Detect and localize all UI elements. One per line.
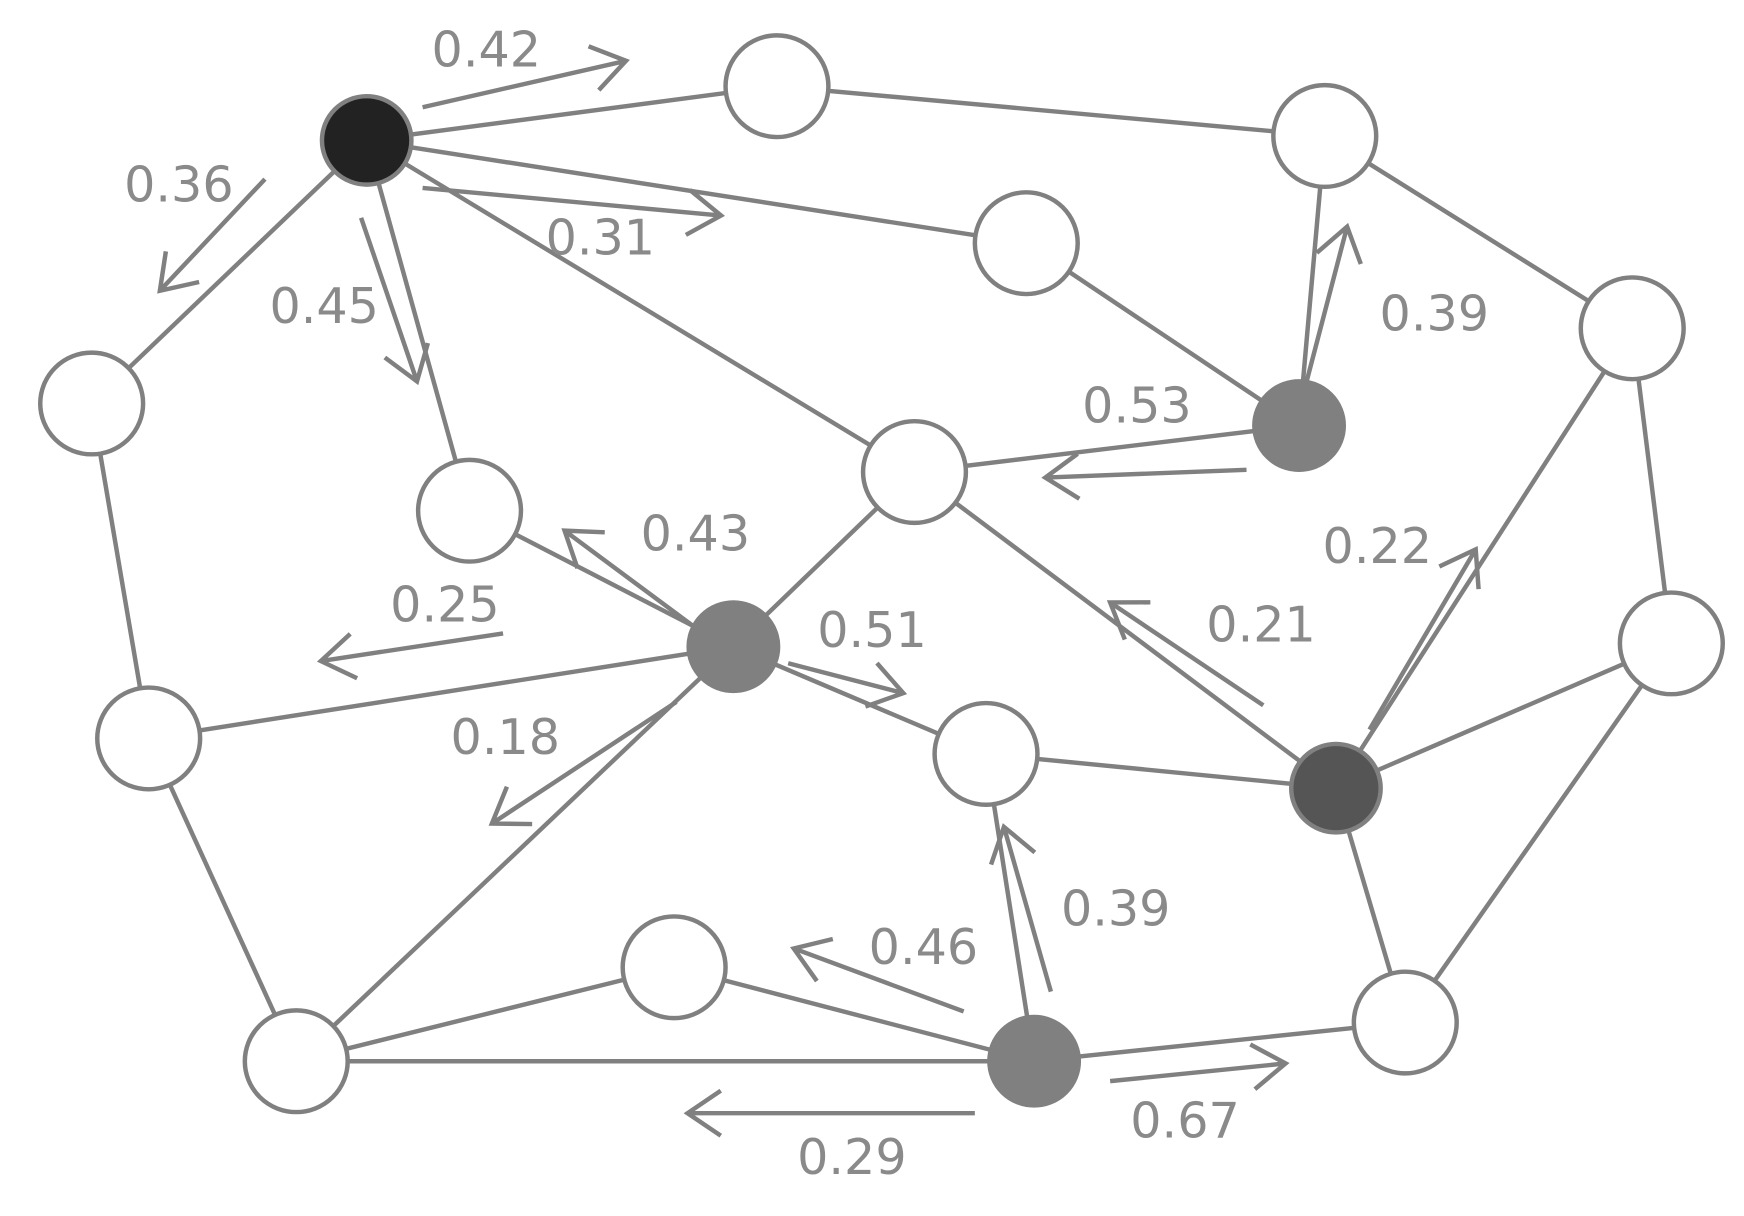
node <box>987 1014 1082 1108</box>
edge <box>1403 642 1674 1024</box>
node <box>1617 590 1725 697</box>
edge-weight: 0.51 <box>817 602 927 659</box>
edge-weight: 0.22 <box>1323 518 1433 575</box>
edge-weight: 0.18 <box>451 709 561 766</box>
arrow <box>157 177 267 294</box>
edge <box>1335 641 1673 791</box>
edge-weight: 0.39 <box>1061 881 1171 938</box>
arrow <box>1109 1042 1290 1091</box>
arrow <box>316 631 504 681</box>
edge <box>295 965 675 1064</box>
edge <box>1033 1020 1406 1064</box>
edge-weight: 0.39 <box>1380 286 1490 343</box>
edge <box>1334 327 1635 790</box>
arrow <box>988 823 1054 993</box>
edge <box>985 751 1337 791</box>
edge <box>294 645 735 1063</box>
edge-weight: 0.46 <box>869 919 979 976</box>
node <box>1252 379 1347 473</box>
edge <box>148 644 734 741</box>
node <box>1288 741 1383 835</box>
edge <box>365 138 916 474</box>
arrow <box>790 936 965 1014</box>
edge-weight: 0.42 <box>432 22 542 79</box>
node <box>415 457 524 564</box>
arrow <box>1041 452 1247 501</box>
arrow <box>1106 600 1265 708</box>
node <box>1578 275 1686 382</box>
arrow <box>787 661 908 709</box>
edge-weight: 0.25 <box>390 577 500 634</box>
edge <box>673 965 1035 1064</box>
arrow <box>422 44 630 110</box>
edge <box>364 139 472 512</box>
arrow <box>1367 546 1481 731</box>
node <box>686 600 781 694</box>
edge-weight: 0.45 <box>269 278 379 335</box>
node <box>860 418 969 526</box>
node <box>723 33 831 140</box>
edge-weight: 0.43 <box>641 506 751 563</box>
edge <box>146 737 299 1063</box>
node <box>1351 969 1459 1076</box>
edge <box>914 423 1300 475</box>
edge-weight: 0.31 <box>546 210 656 267</box>
edge <box>1323 134 1634 331</box>
edge-weight: 0.53 <box>1082 378 1192 435</box>
arrow <box>422 185 726 237</box>
edge <box>913 470 1338 790</box>
arrow <box>358 217 431 386</box>
node <box>620 914 728 1021</box>
node <box>38 350 146 457</box>
edge <box>776 84 1325 139</box>
edge <box>89 403 151 739</box>
node <box>1271 82 1379 190</box>
edge <box>1025 241 1301 428</box>
arrow <box>561 528 701 632</box>
node <box>972 190 1080 297</box>
edge <box>366 84 778 143</box>
edge-weight: 0.29 <box>797 1129 907 1186</box>
arrow <box>488 700 678 827</box>
arrow <box>1303 222 1363 386</box>
node <box>95 685 203 792</box>
node <box>932 700 1040 807</box>
edge-weight: 0.67 <box>1130 1093 1240 1150</box>
edge <box>366 138 1027 246</box>
node <box>319 93 414 187</box>
arrow <box>683 1088 975 1138</box>
node <box>242 1008 350 1115</box>
edge <box>90 138 369 406</box>
edge-weight: 0.21 <box>1206 597 1316 654</box>
edge-weight: 0.36 <box>124 157 234 214</box>
